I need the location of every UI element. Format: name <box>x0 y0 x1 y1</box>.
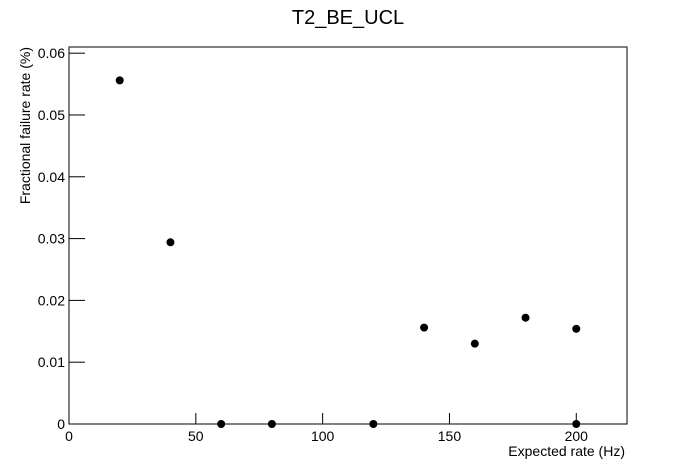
chart-title: T2_BE_UCL <box>292 7 404 29</box>
data-point <box>521 313 530 322</box>
y-axis-label: Fractional failure rate (%) <box>17 47 33 204</box>
data-point <box>572 324 581 333</box>
y-tick-label: 0 <box>57 416 65 432</box>
plot-frame <box>68 46 628 425</box>
data-point <box>572 420 581 428</box>
data-point <box>267 420 276 428</box>
data-point <box>166 238 175 247</box>
data-point <box>217 420 226 428</box>
x-tick-label: 150 <box>438 428 462 444</box>
x-tick-label: 100 <box>311 428 335 444</box>
x-tick-label: 50 <box>188 428 204 444</box>
x-tick-label: 0 <box>65 428 73 444</box>
x-tick-label: 200 <box>565 428 589 444</box>
y-tick-label: 0.02 <box>38 292 65 308</box>
data-point <box>420 323 429 332</box>
y-tick-label: 0.04 <box>38 169 65 185</box>
y-tick-label: 0.05 <box>38 107 65 123</box>
y-tick-label: 0.03 <box>38 231 65 247</box>
y-tick-label: 0.01 <box>38 354 65 370</box>
data-point <box>115 76 124 85</box>
y-tick-label: 0.06 <box>38 45 65 61</box>
data-point <box>470 339 479 348</box>
data-point <box>369 420 378 428</box>
x-axis-label: Expected rate (Hz) <box>508 443 625 459</box>
